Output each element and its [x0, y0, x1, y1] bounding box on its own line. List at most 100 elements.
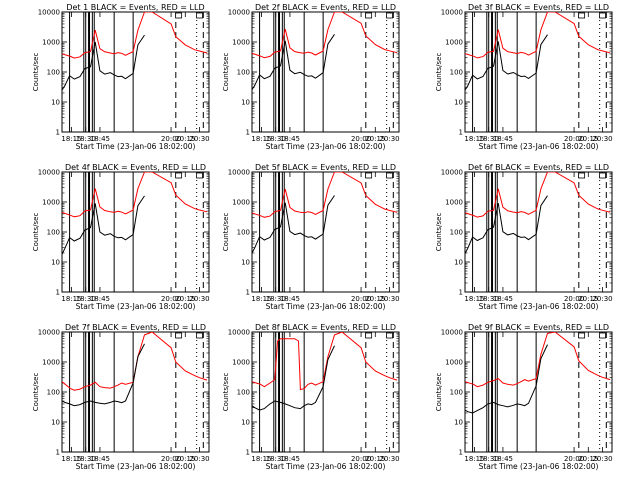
x-tick-label: 18:45	[280, 135, 300, 143]
x-tick-label: 20:30	[592, 295, 612, 303]
y-tick-label: 1	[246, 129, 250, 137]
top-marker-box	[386, 12, 393, 19]
events-series-line	[465, 195, 548, 254]
x-tick-label: 20:30	[379, 135, 399, 143]
x-tick-label: 20:00	[351, 135, 371, 143]
plot-area	[465, 12, 611, 132]
top-marker-box	[365, 12, 373, 19]
x-tick-label: 20:15	[578, 455, 598, 463]
events-series-line	[465, 344, 548, 414]
y-tick-label: 10	[454, 99, 463, 107]
events-series-line	[62, 34, 145, 91]
x-tick-label: 20:00	[161, 135, 181, 143]
x-tick-label: 18:15	[251, 135, 271, 143]
panel-title: Det 6f BLACK = Events, RED = LLD	[468, 163, 609, 172]
top-marker-box	[196, 332, 203, 339]
x-tick-label: 18:30	[266, 295, 286, 303]
top-marker-box	[599, 12, 606, 19]
x-tick-label: 20:15	[365, 135, 385, 143]
x-tick-label: 18:30	[479, 455, 499, 463]
top-marker-box	[175, 172, 183, 179]
x-tick-label: 18:15	[251, 295, 271, 303]
y-axis-label: Counts/sec	[435, 53, 443, 92]
lld-series-line	[62, 12, 208, 59]
x-tick-label: 18:45	[493, 295, 513, 303]
y-tick-label: 10000	[441, 329, 463, 337]
plot-area	[252, 332, 398, 452]
top-marker-box	[578, 332, 586, 339]
plot-area	[465, 172, 611, 292]
x-tick-label: 18:15	[464, 135, 484, 143]
events-series-line	[252, 345, 335, 411]
x-tick-label: 20:30	[189, 135, 209, 143]
y-tick-label: 1000	[445, 199, 463, 207]
x-axis-label: Start Time (23-Jan-06 18:02:00)	[76, 142, 196, 151]
panel-title: Det 1 BLACK = Events, RED = LLD	[66, 3, 204, 12]
panel-title: Det 2f BLACK = Events, RED = LLD	[255, 3, 396, 12]
y-tick-label: 100	[47, 389, 60, 397]
events-series-line	[62, 195, 145, 255]
plot-area	[465, 332, 611, 452]
x-tick-label: 20:30	[379, 295, 399, 303]
x-axis-label: Start Time (23-Jan-06 18:02:00)	[479, 302, 599, 311]
x-tick-label: 20:15	[365, 295, 385, 303]
y-tick-label: 100	[237, 229, 250, 237]
y-tick-label: 100	[237, 69, 250, 77]
top-marker-box	[599, 172, 606, 179]
plot-area	[252, 172, 398, 292]
detector-panel-1: Det 1 BLACK = Events, RED = LLD 1 10 100 100…	[32, 3, 210, 151]
y-tick-label: 1000	[42, 39, 60, 47]
detector-panel-2: Det 2f BLACK = Events, RED = LLD 1 10 100 10…	[222, 3, 400, 151]
x-tick-label: 20:30	[592, 135, 612, 143]
x-tick-label: 18:15	[61, 135, 81, 143]
y-tick-label: 10	[51, 259, 60, 267]
y-tick-label: 1000	[445, 39, 463, 47]
x-tick-label: 18:45	[90, 295, 110, 303]
y-tick-label: 1000	[232, 199, 250, 207]
detector-panel-8: Det 8f BLACK = Events, RED = LLD 1 10 100 10…	[222, 323, 400, 471]
y-tick-label: 1000	[232, 359, 250, 367]
x-tick-label: 18:15	[464, 455, 484, 463]
x-tick-label: 20:00	[351, 295, 371, 303]
lld-series-line	[465, 332, 611, 388]
y-axis-label: Counts/sec	[435, 213, 443, 252]
y-tick-label: 10	[51, 99, 60, 107]
panel-title: Det 8f BLACK = Events, RED = LLD	[255, 323, 396, 332]
y-tick-label: 10000	[228, 9, 250, 17]
y-tick-label: 10000	[38, 9, 60, 17]
x-axis-label: Start Time (23-Jan-06 18:02:00)	[479, 142, 599, 151]
y-tick-label: 1	[246, 449, 250, 457]
top-marker-box	[196, 172, 203, 179]
y-tick-label: 10000	[38, 329, 60, 337]
y-tick-label: 1000	[42, 359, 60, 367]
detector-panel-7: Det 7f BLACK = Events, RED = LLD 1 10 100 10…	[32, 323, 210, 471]
detector-panel-3: Det 3f BLACK = Events, RED = LLD 1 10 100 10…	[435, 3, 613, 151]
lld-series-line	[252, 12, 398, 59]
panel-title: Det 7f BLACK = Events, RED = LLD	[65, 323, 206, 332]
x-tick-label: 18:45	[493, 135, 513, 143]
y-axis-label: Counts/sec	[435, 373, 443, 412]
x-tick-label: 20:15	[175, 455, 195, 463]
x-axis-label: Start Time (23-Jan-06 18:02:00)	[76, 462, 196, 471]
x-tick-label: 20:30	[189, 295, 209, 303]
x-axis-label: Start Time (23-Jan-06 18:02:00)	[266, 142, 386, 151]
x-tick-label: 18:45	[493, 455, 513, 463]
detector-panel-9: Det 9f BLACK = Events, RED = LLD 1 10 100 10…	[435, 323, 613, 471]
top-marker-box	[578, 172, 586, 179]
events-series-line	[62, 343, 145, 407]
panel-title: Det 3f BLACK = Events, RED = LLD	[468, 3, 609, 12]
plot-area	[62, 332, 208, 452]
x-tick-label: 18:45	[280, 455, 300, 463]
panel-title: Det 5f BLACK = Events, RED = LLD	[255, 163, 396, 172]
y-tick-label: 1	[246, 289, 250, 297]
top-marker-box	[578, 12, 586, 19]
x-tick-label: 20:00	[564, 135, 584, 143]
x-tick-label: 20:15	[365, 455, 385, 463]
y-axis-label: Counts/sec	[32, 53, 40, 92]
x-tick-label: 20:15	[175, 295, 195, 303]
x-tick-label: 18:15	[61, 455, 81, 463]
top-marker-box	[175, 12, 183, 19]
y-tick-label: 1	[459, 289, 463, 297]
y-axis-label: Counts/sec	[222, 213, 230, 252]
